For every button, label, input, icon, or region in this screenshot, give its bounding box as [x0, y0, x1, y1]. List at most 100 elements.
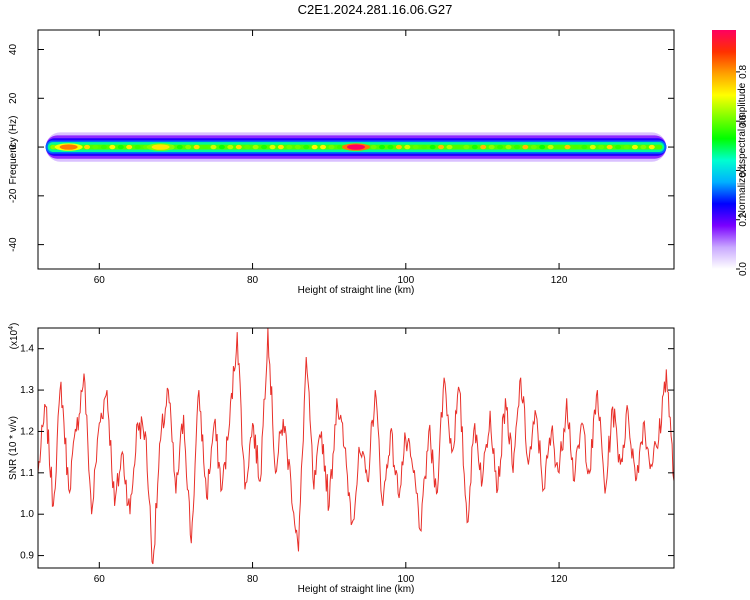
spectrogram-cell — [556, 144, 563, 150]
spectrogram-cell — [387, 144, 394, 150]
spectrogram-cell — [117, 144, 124, 150]
snr-panel: 60 80 100 120 0.9 1.0 1.1 1.2 1.3 1.4 Height of … — [8, 323, 675, 595]
spectrogram-cell — [92, 144, 99, 150]
spectrogram-cell — [480, 144, 487, 150]
spectrogram-panel: 60 80 100 120 -40 -20 0 20 40 Height of straigh… — [8, 29, 675, 296]
spectrogram-cell — [589, 144, 596, 150]
spectrogram-cell — [277, 144, 284, 150]
snr-plot-area — [38, 328, 674, 568]
colorbar-ticks: 0.0 0.2 0.4 0.6 0.8 — [736, 64, 749, 276]
y-tick-label: 20 — [8, 92, 19, 104]
spectrogram-cell — [370, 144, 377, 150]
y-tick-label: 1.2 — [20, 426, 34, 437]
spectrogram-cell — [564, 144, 571, 150]
spectrogram-cell — [412, 144, 419, 150]
spectrogram-x-ticks: 60 80 100 120 — [94, 30, 568, 286]
spectrogram-cell — [623, 144, 630, 150]
spectrogram-cell — [606, 144, 613, 150]
y-tick-label: 1.3 — [20, 385, 34, 396]
y-tick-label: 1.0 — [20, 509, 34, 520]
spectrogram-cell — [454, 144, 461, 150]
spectrogram-cell — [269, 144, 276, 150]
spectrogram-cell — [615, 144, 622, 150]
y-tick-label: -20 — [8, 188, 19, 203]
spectrogram-cell — [471, 144, 478, 150]
y-tick-label: 0 — [8, 144, 19, 150]
x-tick-label: 60 — [94, 574, 106, 585]
spectrogram-cell — [438, 144, 445, 150]
colorbar: 0.0 0.2 0.4 0.6 0.8 Normalized spectral ampl… — [712, 30, 749, 276]
spectrogram-band — [45, 132, 667, 162]
snr-x-ticks: 60 80 100 120 — [94, 328, 568, 585]
chart-title: C2E1.2024.281.16.06.G27 — [297, 2, 453, 17]
spectrogram-cell — [252, 144, 259, 150]
colorbar-tick-label: 0.4 — [738, 163, 749, 177]
x-tick-label: 120 — [551, 574, 568, 585]
spectrogram-cell — [109, 144, 116, 150]
spectrogram-cell — [227, 144, 234, 150]
spectrogram-cell — [513, 144, 520, 150]
x-tick-label: 100 — [397, 275, 414, 286]
spectrogram-cell — [522, 144, 529, 150]
spectrogram-hotspot — [151, 144, 170, 150]
spectrogram-cell — [463, 144, 470, 150]
snr-series-line — [37, 327, 675, 565]
spectrogram-cell — [303, 144, 310, 150]
spectrogram-y-ticks: -40 -20 0 20 40 — [8, 44, 674, 252]
colorbar-tick-label: 0.0 — [738, 262, 749, 276]
spectrogram-cell — [328, 144, 335, 150]
colorbar-tick-label: 0.6 — [738, 114, 749, 128]
x-tick-label: 60 — [94, 275, 106, 286]
snr-y-axis-label: SNR (10 * v/v) — [8, 416, 19, 480]
spectrogram-cell — [488, 144, 495, 150]
spectrogram-cell — [581, 144, 588, 150]
spectrogram-cell — [404, 144, 411, 150]
spectrogram-cell — [320, 144, 327, 150]
snr-frame — [37, 327, 675, 569]
colorbar-gradient — [712, 30, 736, 269]
y-tick-label: 40 — [8, 44, 19, 56]
spectrogram-hotspot — [59, 144, 78, 150]
spectrogram-cell — [176, 144, 183, 150]
snr-x-axis-label: Height of straight line (km) — [298, 584, 415, 595]
spectrogram-cell — [421, 144, 428, 150]
spectrogram-cell — [286, 144, 293, 150]
colorbar-tick-label: 0.2 — [738, 212, 749, 226]
spectrogram-cell — [210, 144, 217, 150]
spectrogram-frame — [37, 29, 675, 270]
spectrogram-cell — [336, 144, 343, 150]
spectrogram-cell — [202, 144, 209, 150]
spectrogram-x-axis-label: Height of straight line (km) — [298, 285, 415, 296]
x-tick-label: 80 — [247, 574, 259, 585]
colorbar-label: Normalized spectral amplitude — [737, 82, 748, 217]
spectrogram-cell — [218, 144, 225, 150]
spectrogram-cell — [446, 144, 453, 150]
x-tick-label: 120 — [551, 275, 568, 286]
snr-y-ticks: 0.9 1.0 1.1 1.2 1.3 1.4 — [20, 344, 674, 562]
spectrogram-cell — [311, 144, 318, 150]
spectrogram-cell — [598, 144, 605, 150]
spectrogram-cell — [539, 144, 546, 150]
spectrogram-cell — [640, 144, 647, 150]
spectrogram-cell — [530, 144, 537, 150]
spectrogram-cell — [505, 144, 512, 150]
colorbar-tick-label: 0.8 — [738, 64, 749, 78]
y-tick-label: -40 — [8, 237, 19, 252]
y-tick-label: 1.1 — [20, 468, 34, 479]
spectrogram-cell — [126, 144, 133, 150]
snr-multiplier-label: (x104) — [8, 323, 20, 350]
spectrogram-cell — [572, 144, 579, 150]
spectrogram-cell — [294, 144, 301, 150]
spectrogram-cell — [379, 144, 386, 150]
spectrogram-cell — [100, 144, 107, 150]
x-tick-label: 80 — [247, 275, 259, 286]
spectrogram-cell — [50, 144, 57, 150]
spectrogram-cell — [185, 144, 192, 150]
spectrogram-cell — [648, 144, 655, 150]
y-tick-label: 0.9 — [20, 551, 34, 562]
spectrogram-cell — [261, 144, 268, 150]
spectrogram-hotspot — [347, 144, 365, 150]
spectrogram-cell — [193, 144, 200, 150]
spectrogram-cell — [631, 144, 638, 150]
